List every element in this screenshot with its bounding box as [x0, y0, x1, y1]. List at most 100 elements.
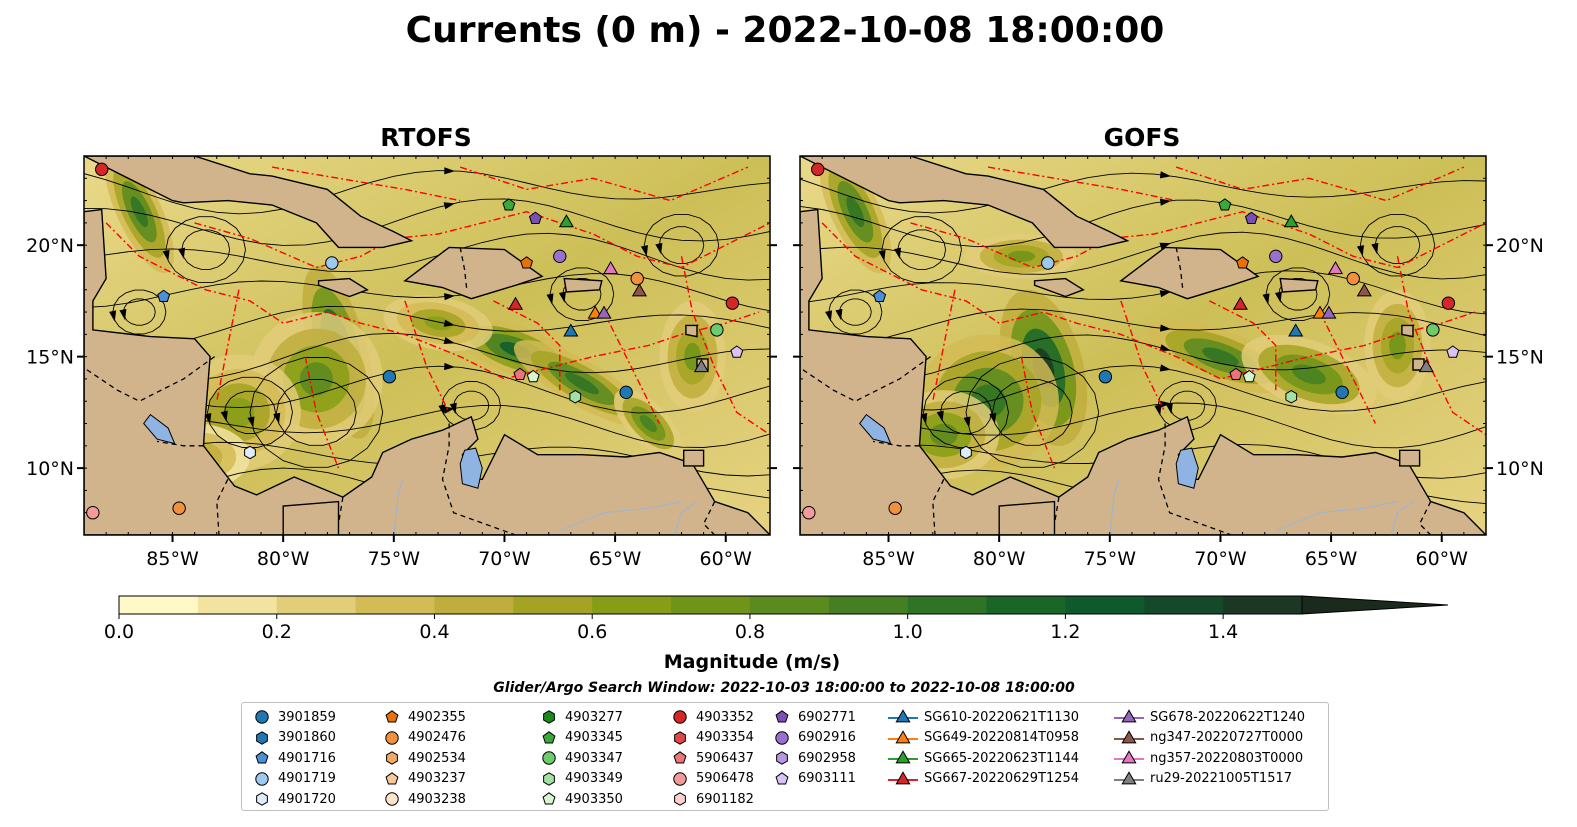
legend-label: 4901716: [278, 750, 336, 766]
streamline: [84, 273, 770, 312]
platform-markers: [802, 162, 1460, 520]
colorbar-swatch: [592, 596, 672, 614]
lon-tick-label: 85°W: [862, 548, 915, 570]
legend-marker: [542, 751, 556, 765]
platform-marker: [157, 289, 171, 302]
river-line: [1275, 501, 1398, 532]
streamline: [800, 172, 1486, 214]
streamline: [84, 305, 770, 348]
legend-item: 6902771: [772, 707, 856, 728]
hexagon-marker-icon: [543, 771, 555, 786]
platform-marker: [619, 385, 633, 400]
colorbar-swatch: [1223, 596, 1303, 614]
platform-marker: [631, 283, 648, 297]
colorbar-tick-label: 1.0: [893, 621, 923, 643]
legend-item: SG667-20220629T1254: [888, 769, 1079, 790]
streamline-arrow: [1160, 400, 1172, 408]
hexagon-marker-icon: [386, 751, 398, 766]
platform-marker: [802, 506, 816, 520]
map-panel-rtofs: 85°W 80°W 75°W 70°W 65°W 60°W 10°N 15°N 20°N: [26, 155, 777, 570]
streamline: [84, 170, 770, 215]
platform-markers: [86, 162, 744, 520]
lakes: [859, 413, 1199, 489]
legend-marker: [895, 750, 911, 764]
legend-marker: [385, 792, 399, 806]
legend-marker: [1121, 770, 1137, 785]
legend-column: 4903352 4903354 5906437 5906478 6901182: [670, 707, 754, 810]
legend-label: 4903354: [696, 730, 754, 746]
land-polygon: [998, 500, 1056, 535]
triangle-marker-icon: [1114, 729, 1144, 744]
platform-marker: [630, 271, 644, 286]
pentagon-marker-icon: [385, 710, 399, 723]
streamline-arrow: [1262, 293, 1270, 305]
platform-marker: [1283, 214, 1299, 228]
lon-tick-label: 75°W: [1084, 548, 1137, 570]
streamline-arrow: [894, 247, 902, 259]
platform-marker: [95, 162, 109, 177]
platform-marker: [563, 323, 579, 337]
streamline-arrow: [444, 167, 456, 175]
platform-marker: [710, 323, 724, 337]
platform-marker: [1218, 198, 1232, 211]
streamline-arrow: [443, 202, 455, 210]
streamline-arrow: [443, 319, 455, 327]
streamline-arrow: [449, 402, 457, 415]
colorbar-swatch: [749, 596, 830, 614]
streamline-arrow: [1159, 171, 1172, 179]
legend-label: 4903238: [408, 791, 466, 807]
legend-label: 4903350: [565, 791, 623, 807]
lon-tick-label: 80°W: [257, 548, 310, 570]
platform-marker: [553, 249, 567, 264]
lon-tick-label: 80°W: [973, 548, 1026, 570]
streamline-arrow: [444, 293, 456, 301]
platform-marker: [86, 506, 100, 520]
colorbar-swatch: [355, 596, 435, 614]
legend-marker: [385, 731, 399, 745]
border-line: [1053, 496, 1060, 525]
frame-ticks: [799, 155, 1487, 536]
circle-marker-icon: [385, 792, 399, 806]
legend-label: 6903111: [798, 771, 856, 787]
legend-column: SG678-20220622T1240 ng347-20220727T0000 ng…: [1114, 707, 1305, 789]
legend-item: 4903350: [539, 789, 623, 810]
land-polygon: [800, 208, 1486, 535]
border-line: [156, 440, 204, 447]
eez-line: [1209, 300, 1277, 391]
legend-column: 4902355 4902476 4902534 4903237 4903238: [382, 707, 466, 810]
pentagon-marker-icon: [775, 771, 789, 785]
magnitude-contour: [424, 316, 452, 331]
colorbar-swatch: [434, 596, 514, 614]
land-polygon: [685, 324, 698, 338]
legend-item: 4903237: [382, 769, 466, 790]
eez-line: [603, 311, 661, 424]
streamline-arrow: [835, 308, 843, 321]
legend-item: 4903349: [539, 769, 623, 790]
rivers: [1109, 479, 1414, 535]
eez-line: [1120, 300, 1166, 413]
platform-marker: [526, 369, 540, 383]
legend-column: SG610-20220621T1130 SG649-20220814T0958 SG…: [888, 707, 1079, 789]
streamline: [800, 199, 1486, 248]
lon-tick-label: 60°W: [1416, 548, 1469, 570]
lake-polygon: [459, 447, 483, 489]
hexagon-marker-icon: [543, 710, 555, 725]
platform-marker: [569, 390, 582, 404]
hexagon-marker-icon: [776, 751, 788, 766]
colorbar-tick-label: 0.4: [419, 621, 449, 643]
pentagon-marker-icon: [542, 792, 556, 805]
magnitude-contour: [1292, 364, 1326, 385]
legend-item: SG678-20220622T1240: [1114, 707, 1305, 728]
legend-marker: [673, 751, 687, 764]
legend-label: 4902355: [408, 709, 466, 725]
legend-label: 4903237: [408, 771, 466, 787]
eez-line: [1319, 311, 1377, 424]
eez-line: [194, 210, 770, 269]
circle-marker-icon: [775, 731, 789, 745]
land-polygon: [84, 156, 414, 249]
streamline: [800, 231, 1486, 280]
streamline-arrow: [1165, 402, 1173, 415]
land-polygon: [1279, 277, 1319, 293]
eez-line: [680, 256, 770, 436]
